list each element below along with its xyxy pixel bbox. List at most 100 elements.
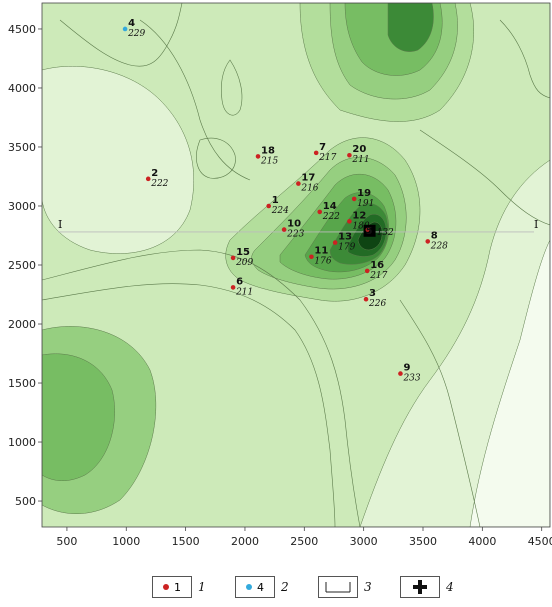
legend-number-4: 4 [446, 580, 454, 594]
cross-marker-icon [363, 224, 376, 237]
red-well-marker [309, 254, 314, 260]
red-well-marker [281, 227, 287, 232]
x-tick-label: 3000 [350, 535, 378, 548]
red-well-marker [351, 196, 357, 202]
well-value-label: 176 [314, 257, 331, 267]
y-tick-label: 3000 [8, 200, 36, 213]
well-id-label: 2 [151, 168, 158, 179]
x-tick-label: 1000 [112, 535, 140, 548]
well-id-label: 13 [338, 232, 352, 243]
y-tick-label: 500 [15, 495, 36, 508]
x-tick-label: 500 [56, 535, 77, 548]
well-id-label: 3 [369, 288, 376, 299]
legend-number-2: 2 [281, 580, 289, 594]
well-id-label: 4 [128, 18, 135, 29]
section-line-icon [325, 582, 351, 593]
x-tick-label: 2000 [231, 535, 259, 548]
contour-line-2 [42, 283, 336, 527]
legend-item-1: 1 1 [152, 575, 206, 599]
x-tick-label: 3500 [409, 535, 437, 548]
well-id-label: 15 [236, 247, 250, 258]
red-well-marker [332, 240, 338, 245]
well-value-label: 209 [235, 258, 253, 268]
contour-line-6 [399, 299, 481, 527]
contour-zone-east [469, 239, 550, 527]
x-tick-label: 4000 [468, 535, 496, 548]
contour-zone-west [42, 66, 194, 254]
well-value-label: 233 [402, 374, 420, 384]
well-value-label: 226 [368, 299, 386, 309]
red-well-marker [230, 255, 236, 261]
contour-map: I I 122422223226422962117217822892331022… [8, 2, 552, 548]
x-tick-label: 1500 [172, 535, 200, 548]
well-id-label: 17 [301, 173, 315, 184]
red-well-marker [313, 150, 319, 156]
legend-item-2: 4 2 [235, 575, 289, 599]
contour-line-4 [59, 3, 183, 67]
contour-line-1 [42, 249, 361, 527]
contour-line-7 [196, 137, 236, 179]
legend-box-4 [400, 576, 440, 598]
cross-icon [413, 580, 427, 594]
well-id-label: 14 [323, 201, 337, 212]
legend-box-1: 1 [152, 576, 192, 598]
y-tick-label: 4500 [8, 23, 36, 36]
well-value-label: 216 [300, 184, 318, 194]
red-well-marker [347, 152, 352, 158]
well-id-label: 19 [357, 188, 371, 199]
legend-box-3 [318, 576, 358, 598]
y-tick-label: 1000 [8, 436, 36, 449]
red-well-marker [347, 219, 352, 224]
red-dot-icon [163, 584, 169, 590]
well-value-label: 211 [235, 287, 253, 297]
section-label-left: I [58, 218, 62, 231]
legend-item-4: 4 [400, 575, 454, 599]
well-value-label: 228 [430, 241, 448, 251]
red-well-marker [230, 285, 236, 290]
legend-box-2: 4 [235, 576, 275, 598]
red-well-marker [425, 239, 431, 244]
y-tick-label: 1500 [8, 377, 36, 390]
contour-line-8 [220, 59, 243, 116]
well-value-label: 224 [271, 206, 289, 216]
well-value-label: 180 [352, 221, 369, 231]
contour-line-9 [499, 19, 550, 99]
legend-text-2: 4 [257, 580, 264, 594]
well-value-label: 191 [357, 199, 374, 209]
well-id-label: 18 [261, 145, 275, 156]
y-axis: 4500 4000 3500 3000 2500 2000 1500 1000 500 [8, 23, 42, 508]
legend-text-1: 1 [174, 580, 181, 594]
well-5: 5 132 [363, 224, 394, 238]
well-id-label: 10 [287, 219, 301, 230]
red-well-marker [365, 227, 370, 232]
contour-line-5 [419, 129, 550, 226]
red-well-marker [398, 371, 403, 376]
well-id-label: 8 [431, 230, 438, 241]
y-tick-label: 2000 [8, 318, 36, 331]
red-well-marker [145, 176, 151, 182]
well-id-label: 12 [352, 210, 366, 221]
well-value-label: 222 [150, 179, 168, 189]
contour-line-3 [139, 19, 251, 181]
well-id-label: 9 [403, 363, 410, 374]
well-value-label: 132 [377, 228, 394, 238]
contour-zone-southwest-2 [42, 353, 115, 481]
well-id-label: 7 [319, 142, 326, 153]
well-id-label: 1 [272, 195, 279, 206]
wells-layer: 1224222232264229621172178228923310223111… [122, 18, 448, 384]
